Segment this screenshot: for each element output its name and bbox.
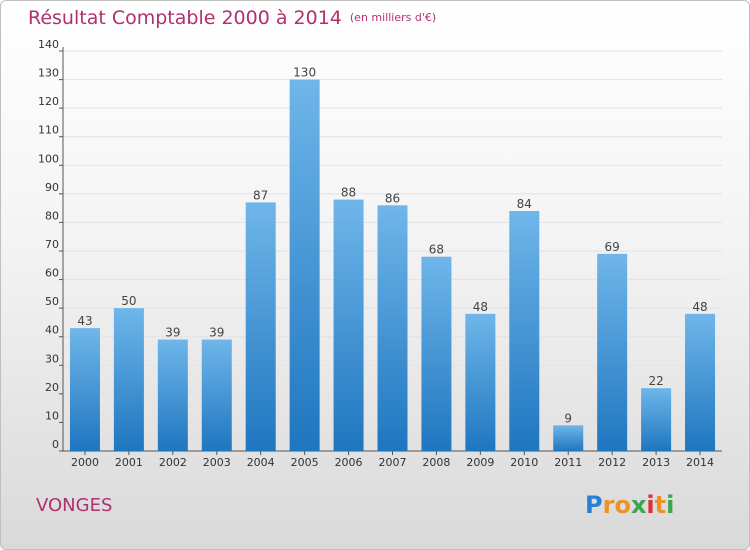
bar-value-label: 50: [121, 294, 136, 308]
bar-value-label: 84: [517, 197, 532, 211]
chart-title-text: Résultat Comptable 2000 à 2014: [28, 7, 342, 29]
bar-2012: [597, 253, 628, 451]
y-tick-label: 30: [45, 352, 59, 365]
logo-letter: t: [654, 491, 667, 519]
logo-letter: i: [646, 491, 655, 519]
x-tick-label: 2014: [686, 456, 714, 469]
bar-value-label: 39: [209, 326, 224, 340]
bar-value-label: 48: [473, 300, 488, 314]
x-tick-label: 2007: [379, 456, 407, 469]
logo-letter: x: [630, 491, 647, 519]
bar-value-label: 43: [77, 314, 92, 328]
bar-2008: [421, 256, 452, 451]
y-tick-label: 20: [45, 381, 59, 394]
bar-2011: [553, 425, 584, 451]
proxiti-logo: Proxiti: [585, 491, 674, 519]
bar-value-label: 22: [648, 374, 663, 388]
y-tick-label: 140: [38, 38, 59, 51]
y-tick-label: 60: [45, 267, 59, 280]
chart-subtitle: (en milliers d'€): [349, 11, 437, 24]
x-tick-label: 2003: [203, 456, 231, 469]
logo-letter: i: [666, 491, 675, 519]
chart-title: Résultat Comptable 2000 à 2014 (en millie…: [28, 7, 436, 29]
bar-2003: [201, 339, 232, 451]
x-tick-label: 2009: [466, 456, 494, 469]
bar-value-label: 9: [564, 411, 572, 425]
y-tick-label: 50: [45, 295, 59, 308]
x-tick-label: 2004: [247, 456, 275, 469]
x-tick-label: 2012: [598, 456, 626, 469]
x-tick-label: 2002: [159, 456, 187, 469]
bar-2013: [641, 388, 672, 451]
bar-value-label: 87: [253, 188, 268, 202]
y-tick-label: 90: [45, 181, 59, 194]
x-tick-label: 2010: [510, 456, 538, 469]
x-tick-label: 2001: [115, 456, 143, 469]
y-tick-label: 80: [45, 209, 59, 222]
x-tick-label: 2005: [291, 456, 319, 469]
location-name: VONGES: [36, 495, 113, 516]
bar-value-label: 69: [605, 240, 620, 254]
bar-value-label: 39: [165, 326, 180, 340]
bar-value-label: 86: [385, 191, 400, 205]
bar-2010: [509, 211, 540, 451]
bar-value-label: 88: [341, 186, 356, 200]
x-tick-label: 2008: [422, 456, 450, 469]
bar-value-label: 130: [293, 66, 316, 80]
y-tick-label: 110: [38, 124, 59, 137]
x-tick-label: 2013: [642, 456, 670, 469]
bar-2006: [333, 199, 364, 451]
x-tick-label: 2000: [71, 456, 99, 469]
bar-2009: [465, 313, 496, 451]
bar-2007: [377, 205, 408, 451]
logo-letter: P: [585, 491, 603, 519]
bar-2005: [289, 79, 320, 452]
y-tick-label: 100: [38, 152, 59, 165]
bar-value-label: 48: [692, 300, 707, 314]
y-tick-label: 0: [52, 438, 59, 451]
logo-letter: r: [602, 491, 615, 519]
axes: 0 10 20 30 40 50 60 70 80 90 100 110 120 130 140 2000 20…: [38, 38, 722, 469]
bar-2001: [113, 308, 144, 451]
bar-value-label: 68: [429, 243, 444, 257]
y-tick-label: 130: [38, 67, 59, 80]
y-tick-label: 70: [45, 238, 59, 251]
x-tick-label: 2011: [554, 456, 582, 469]
bar-2002: [157, 339, 188, 451]
y-tick-label: 120: [38, 95, 59, 108]
logo-letter: o: [614, 491, 631, 519]
bar-labels: 43 50 39 39 87 130 88 86 68 48 84 9 69 22 48: [77, 66, 707, 426]
bars: [69, 79, 716, 452]
bar-2014: [685, 313, 716, 451]
y-tick-label: 40: [45, 324, 59, 337]
bar-2000: [69, 328, 100, 451]
bar-2004: [245, 202, 276, 451]
x-tick-label: 2006: [335, 456, 363, 469]
y-tick-label: 10: [45, 409, 59, 422]
